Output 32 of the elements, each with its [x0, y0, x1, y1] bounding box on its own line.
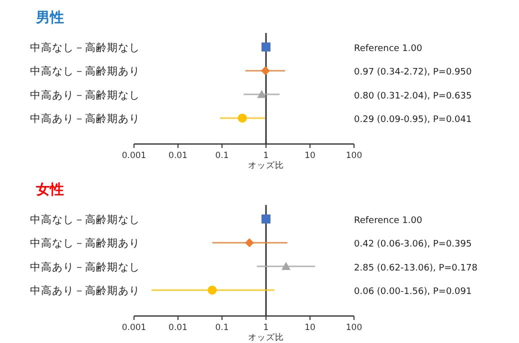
y-tick-label: 中高なし－高齢期あり [30, 64, 140, 78]
y-tick-label: 中高なし－高齢期なし [30, 41, 140, 54]
chart-title: 男性 [35, 10, 64, 26]
annotation: 0.80 (0.31-2.04), P=0.635 [354, 91, 472, 102]
annotation: 2.85 (0.62-13.06), P=0.178 [354, 262, 478, 273]
x-tick-label: 0.01 [168, 151, 188, 161]
x-tick-label: 0.1 [215, 151, 229, 161]
x-tick-label: 100 [346, 322, 362, 332]
annotation: Reference 1.00 [354, 44, 422, 54]
x-tick-label: 10 [304, 322, 316, 332]
x-tick-label: 0.01 [168, 322, 188, 332]
x-tick-label: 0.001 [122, 151, 146, 161]
y-tick-label: 中高あり－高齢期あり [30, 284, 140, 297]
y-tick-label: 中高あり－高齢期あり [30, 112, 140, 126]
x-axis-title: オッズ比 [248, 332, 284, 342]
x-tick-label: 0.1 [215, 322, 229, 332]
annotation: 0.42 (0.06-3.06), P=0.395 [354, 239, 472, 250]
annotation: 0.06 (0.00-1.56), P=0.091 [354, 286, 472, 297]
y-tick-label: 中高なし－高齢期あり [30, 236, 140, 250]
chart-title: 女性 [35, 182, 64, 198]
x-tick-label: 10 [304, 151, 316, 161]
annotation: 0.29 (0.09-0.95), P=0.041 [354, 115, 472, 126]
x-tick-label: 0.001 [122, 322, 146, 332]
y-tick-label: 中高あり－高齢期なし [30, 260, 140, 273]
y-tick-label: 中高あり－高齢期なし [30, 88, 140, 102]
y-tick-label: 中高なし－高齢期なし [30, 212, 140, 226]
x-tick-label: 100 [346, 151, 362, 161]
x-axis-title: オッズ比 [248, 160, 284, 171]
annotation: 0.97 (0.34-2.72), P=0.950 [354, 68, 472, 78]
x-tick-label: 1 [263, 322, 269, 332]
x-tick-label: 1 [263, 151, 269, 161]
annotation: Reference 1.00 [354, 216, 422, 226]
